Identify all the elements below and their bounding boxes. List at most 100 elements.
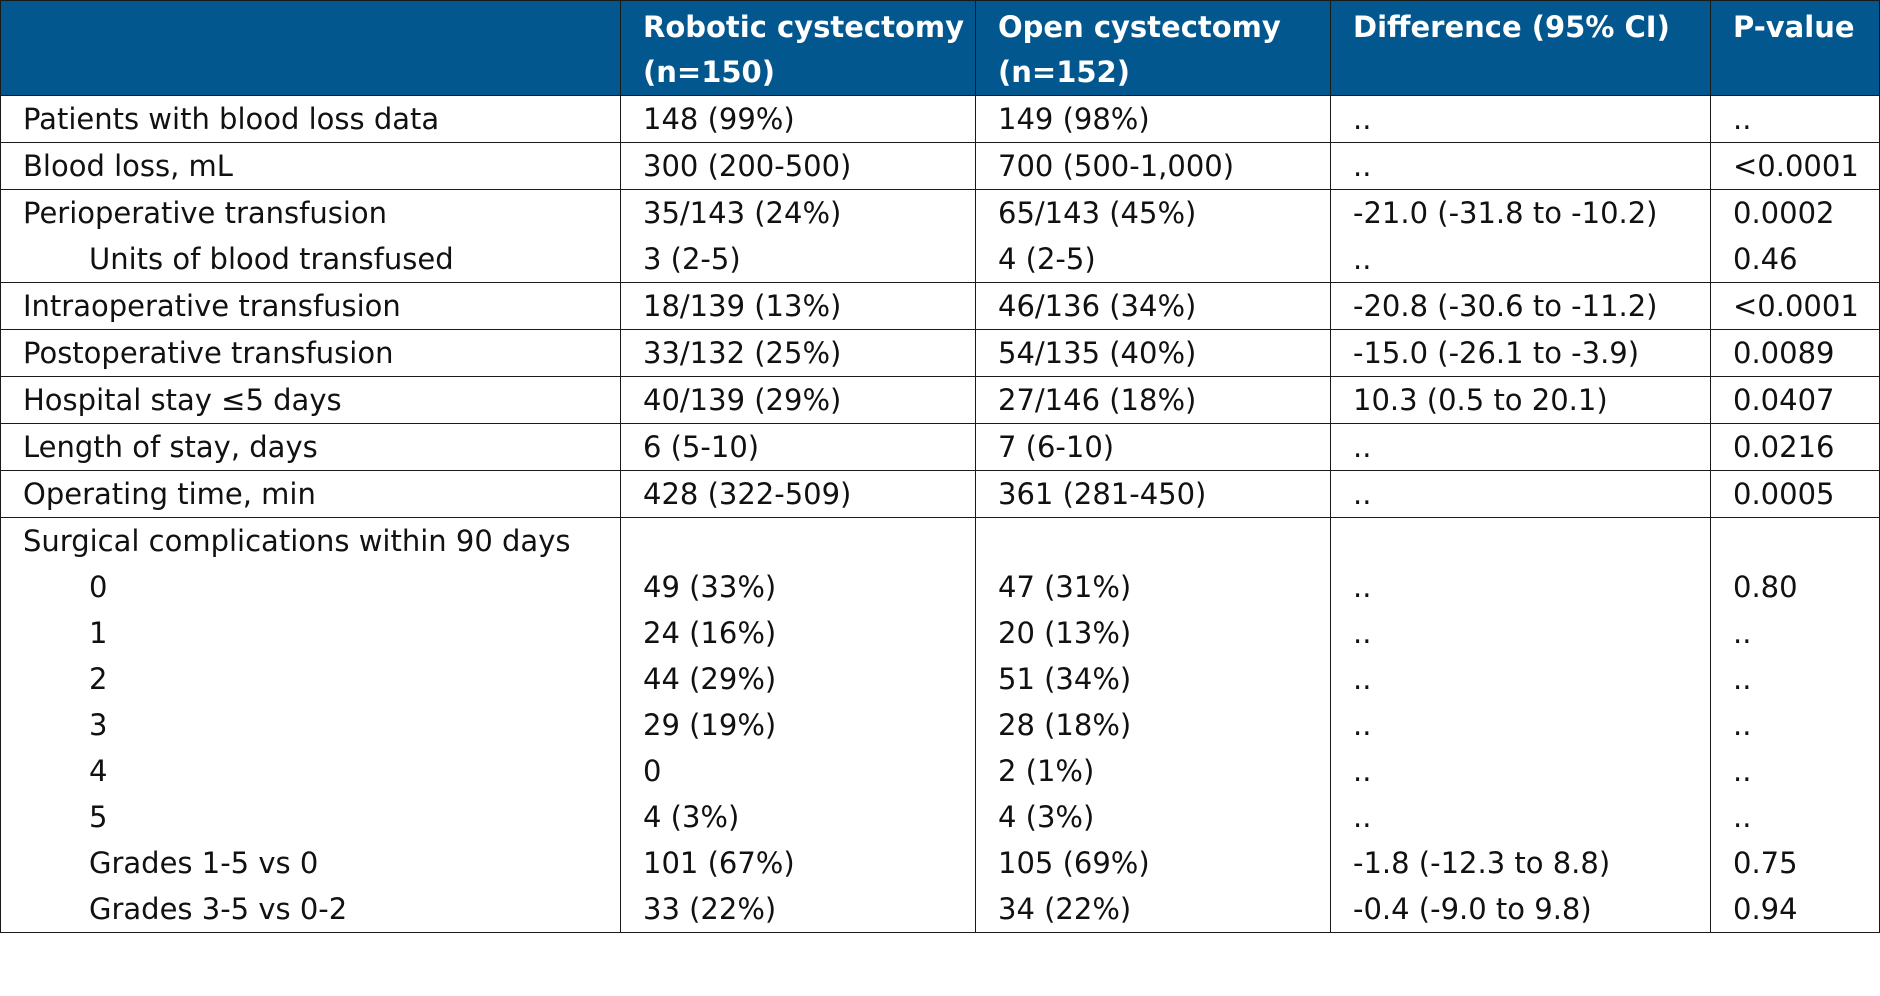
open-value: 65/143 (45%) — [975, 189, 1331, 236]
row-label: Operating time, min — [0, 470, 621, 518]
robotic-value: 29 (19%) — [620, 702, 976, 748]
robotic-value: 148 (99%) — [620, 95, 976, 143]
open-value: 28 (18%) — [975, 702, 1331, 748]
row-label: Grades 3-5 vs 0-2 — [0, 886, 621, 933]
robotic-value: 300 (200-500) — [620, 142, 976, 190]
row-label: Blood loss, mL — [0, 142, 621, 190]
difference-value: .. — [1330, 748, 1711, 794]
robotic-value: 35/143 (24%) — [620, 189, 976, 236]
row-label: Units of blood transfused — [0, 236, 621, 283]
p-value: .. — [1710, 748, 1880, 794]
p-value: .. — [1710, 610, 1880, 656]
row-label: 0 — [0, 564, 621, 610]
robotic-value: 6 (5-10) — [620, 423, 976, 471]
outcomes-table: Robotic cystectomy (n=150) Open cystecto… — [0, 0, 1880, 933]
p-value: <0.0001 — [1710, 282, 1880, 330]
row-label: Perioperative transfusion — [0, 189, 621, 236]
difference-value: -20.8 (-30.6 to -11.2) — [1330, 282, 1711, 330]
p-value: .. — [1710, 656, 1880, 702]
difference-value: .. — [1330, 656, 1711, 702]
row-label: Postoperative transfusion — [0, 329, 621, 377]
row-label: Surgical complications within 90 days — [0, 517, 621, 564]
difference-value: .. — [1330, 470, 1711, 518]
open-value — [975, 517, 1331, 564]
difference-value: -1.8 (-12.3 to 8.8) — [1330, 840, 1711, 886]
difference-value: .. — [1330, 564, 1711, 610]
robotic-value: 0 — [620, 748, 976, 794]
robotic-value: 18/139 (13%) — [620, 282, 976, 330]
difference-value: -0.4 (-9.0 to 9.8) — [1330, 886, 1711, 933]
table-row: Patients with blood loss data 148 (99%) … — [0, 95, 1880, 143]
results-table-container: Robotic cystectomy (n=150) Open cystecto… — [0, 0, 1880, 933]
p-value: 0.0407 — [1710, 376, 1880, 424]
robotic-value: 33/132 (25%) — [620, 329, 976, 377]
open-value: 361 (281-450) — [975, 470, 1331, 518]
difference-value: .. — [1330, 794, 1711, 840]
header-robotic: Robotic cystectomy (n=150) — [620, 0, 976, 96]
table-row: 2 44 (29%) 51 (34%) .. .. — [0, 656, 1880, 702]
open-value: 20 (13%) — [975, 610, 1331, 656]
table-row: Grades 1-5 vs 0 101 (67%) 105 (69%) -1.8… — [0, 840, 1880, 886]
p-value: 0.0005 — [1710, 470, 1880, 518]
robotic-value: 101 (67%) — [620, 840, 976, 886]
difference-value: 10.3 (0.5 to 20.1) — [1330, 376, 1711, 424]
p-value: 0.75 — [1710, 840, 1880, 886]
header-p-value: P-value — [1710, 0, 1880, 96]
open-value: 7 (6-10) — [975, 423, 1331, 471]
p-value: <0.0001 — [1710, 142, 1880, 190]
open-value: 27/146 (18%) — [975, 376, 1331, 424]
p-value: 0.46 — [1710, 236, 1880, 283]
p-value — [1710, 517, 1880, 564]
row-label: 4 — [0, 748, 621, 794]
open-value: 34 (22%) — [975, 886, 1331, 933]
difference-value: .. — [1330, 142, 1711, 190]
open-value: 47 (31%) — [975, 564, 1331, 610]
robotic-value: 24 (16%) — [620, 610, 976, 656]
robotic-value: 4 (3%) — [620, 794, 976, 840]
row-label: 2 — [0, 656, 621, 702]
table-row: Length of stay, days 6 (5-10) 7 (6-10) .… — [0, 423, 1880, 471]
p-value: .. — [1710, 95, 1880, 143]
p-value: 0.80 — [1710, 564, 1880, 610]
open-value: 46/136 (34%) — [975, 282, 1331, 330]
table-row: Surgical complications within 90 days — [0, 517, 1880, 564]
open-value: 2 (1%) — [975, 748, 1331, 794]
open-value: 700 (500-1,000) — [975, 142, 1331, 190]
p-value: .. — [1710, 794, 1880, 840]
row-label: Patients with blood loss data — [0, 95, 621, 143]
open-value: 149 (98%) — [975, 95, 1331, 143]
table-row: Grades 3-5 vs 0-2 33 (22%) 34 (22%) -0.4… — [0, 886, 1880, 933]
row-label: 1 — [0, 610, 621, 656]
header-open: Open cystectomy (n=152) — [975, 0, 1331, 96]
open-value: 54/135 (40%) — [975, 329, 1331, 377]
difference-value: .. — [1330, 610, 1711, 656]
difference-value: .. — [1330, 702, 1711, 748]
open-value: 51 (34%) — [975, 656, 1331, 702]
difference-value: .. — [1330, 236, 1711, 283]
robotic-value: 33 (22%) — [620, 886, 976, 933]
table-row: Blood loss, mL 300 (200-500) 700 (500-1,… — [0, 142, 1880, 190]
row-label: 5 — [0, 794, 621, 840]
row-label: 3 — [0, 702, 621, 748]
open-value: 105 (69%) — [975, 840, 1331, 886]
difference-value: .. — [1330, 423, 1711, 471]
difference-value: .. — [1330, 95, 1711, 143]
row-label: Hospital stay ≤5 days — [0, 376, 621, 424]
robotic-value: 49 (33%) — [620, 564, 976, 610]
open-value: 4 (3%) — [975, 794, 1331, 840]
p-value: 0.0216 — [1710, 423, 1880, 471]
p-value: 0.0002 — [1710, 189, 1880, 236]
table-row: Perioperative transfusion 35/143 (24%) 6… — [0, 189, 1880, 236]
robotic-value: 428 (322-509) — [620, 470, 976, 518]
table-row: 3 29 (19%) 28 (18%) .. .. — [0, 702, 1880, 748]
p-value: 0.0089 — [1710, 329, 1880, 377]
table-row: 5 4 (3%) 4 (3%) .. .. — [0, 794, 1880, 840]
p-value: .. — [1710, 702, 1880, 748]
robotic-value: 44 (29%) — [620, 656, 976, 702]
table-row: 1 24 (16%) 20 (13%) .. .. — [0, 610, 1880, 656]
p-value: 0.94 — [1710, 886, 1880, 933]
difference-value — [1330, 517, 1711, 564]
difference-value: -21.0 (-31.8 to -10.2) — [1330, 189, 1711, 236]
open-value: 4 (2-5) — [975, 236, 1331, 283]
table-row: Hospital stay ≤5 days 40/139 (29%) 27/14… — [0, 376, 1880, 424]
